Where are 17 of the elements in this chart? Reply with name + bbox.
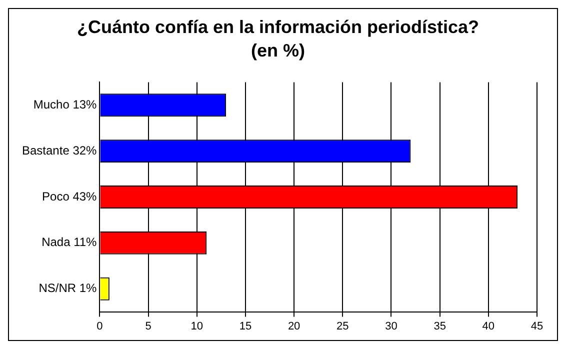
x-tick-label: 10 xyxy=(190,320,204,332)
x-tick-label: 0 xyxy=(96,320,103,332)
y-tick-label: Mucho 13% xyxy=(33,97,98,112)
y-tick-label: NS/NR 1% xyxy=(38,281,98,296)
chart-title: ¿Cuánto confía en la información periodística? xyxy=(76,16,480,37)
chart-subtitle: (en %) xyxy=(251,40,306,60)
x-tick-label: 15 xyxy=(239,320,252,332)
x-tick-label: 25 xyxy=(336,320,349,332)
x-tick-label: 40 xyxy=(482,320,495,332)
x-tick-label: 20 xyxy=(288,320,300,332)
y-tick-label: Poco 43% xyxy=(42,189,98,204)
y-tick-label: Bastante 32% xyxy=(22,143,98,158)
y-tick-label: Nada 11% xyxy=(42,235,98,250)
x-tick-label: 5 xyxy=(145,320,152,332)
x-tick-label: 45 xyxy=(530,320,544,332)
x-tick-label: 35 xyxy=(434,320,446,332)
x-tick-label: 30 xyxy=(385,320,398,332)
